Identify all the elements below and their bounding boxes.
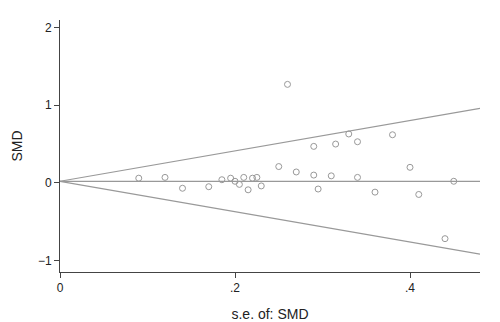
svg-text:−1: −1 [38, 254, 52, 268]
svg-text:2: 2 [45, 21, 52, 35]
svg-text:0: 0 [45, 176, 52, 190]
svg-text:.4: .4 [405, 281, 415, 295]
svg-text:0: 0 [57, 281, 64, 295]
svg-text:s.e. of: SMD: s.e. of: SMD [231, 306, 308, 322]
svg-text:.2: .2 [230, 281, 240, 295]
svg-text:SMD: SMD [9, 130, 25, 161]
svg-text:1: 1 [45, 98, 52, 112]
